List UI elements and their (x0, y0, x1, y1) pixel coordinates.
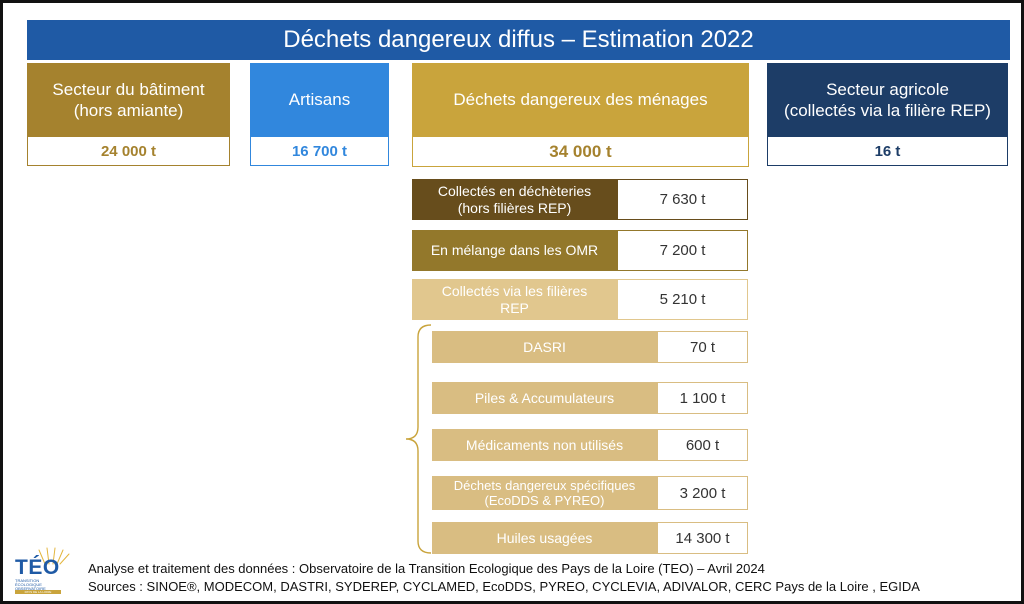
breakdown-omr-value: 7 200 t (617, 230, 748, 271)
sun-rays-icon (38, 547, 70, 565)
logo-region: PAYS DE LA LOIRE (15, 590, 61, 594)
breakdown-omr-label: En mélange dans les OMR (412, 230, 617, 271)
rep-item-dasri-value: 70 t (657, 331, 748, 363)
rep-item-piles-label: Piles & Accumulateurs (432, 382, 657, 414)
rep-item-medicaments-label: Médicaments non utilisés (432, 429, 657, 461)
category-batiment-label: Secteur du bâtiment (hors amiante) (27, 63, 230, 136)
logo-subtitle: TRANSITION ÉCOLOGIQUE OBSERVATOIRE (15, 578, 46, 591)
breakdown-decheteries-label: Collectés en déchèteries (hors filières … (412, 179, 617, 220)
category-artisans-value: 16 700 t (250, 136, 389, 166)
rep-item-huiles-value: 14 300 t (657, 522, 748, 554)
rep-item-piles-value: 1 100 t (657, 382, 748, 414)
logo-teo: TÉO (15, 556, 60, 579)
breakdown-rep-label: Collectés via les filières REP (412, 279, 617, 320)
breakdown-rep-value: 5 210 t (617, 279, 748, 320)
category-artisans-label: Artisans (250, 63, 389, 136)
brace-icon (405, 324, 432, 554)
category-batiment-value: 24 000 t (27, 136, 230, 166)
rep-item-dasri-label: DASRI (432, 331, 657, 363)
rep-item-medicaments-value: 600 t (657, 429, 748, 461)
rep-item-ddsp-value: 3 200 t (657, 476, 748, 510)
rep-item-ddsp-label: Déchets dangereux spécifiques (EcoDDS & … (432, 476, 657, 510)
category-menages-value: 34 000 t (412, 136, 749, 167)
rep-item-huiles-label: Huiles usagées (432, 522, 657, 554)
category-agricole-value: 16 t (767, 136, 1008, 166)
page-title: Déchets dangereux diffus – Estimation 20… (27, 20, 1010, 60)
breakdown-decheteries-value: 7 630 t (617, 179, 748, 220)
footer-sources: Sources : SINOE®, MODECOM, DASTRI, SYDER… (88, 579, 920, 594)
category-menages-label: Déchets dangereux des ménages (412, 63, 749, 136)
category-agricole-label: Secteur agricole (collectés via la filiè… (767, 63, 1008, 136)
footer-analysis: Analyse et traitement des données : Obse… (88, 561, 765, 576)
